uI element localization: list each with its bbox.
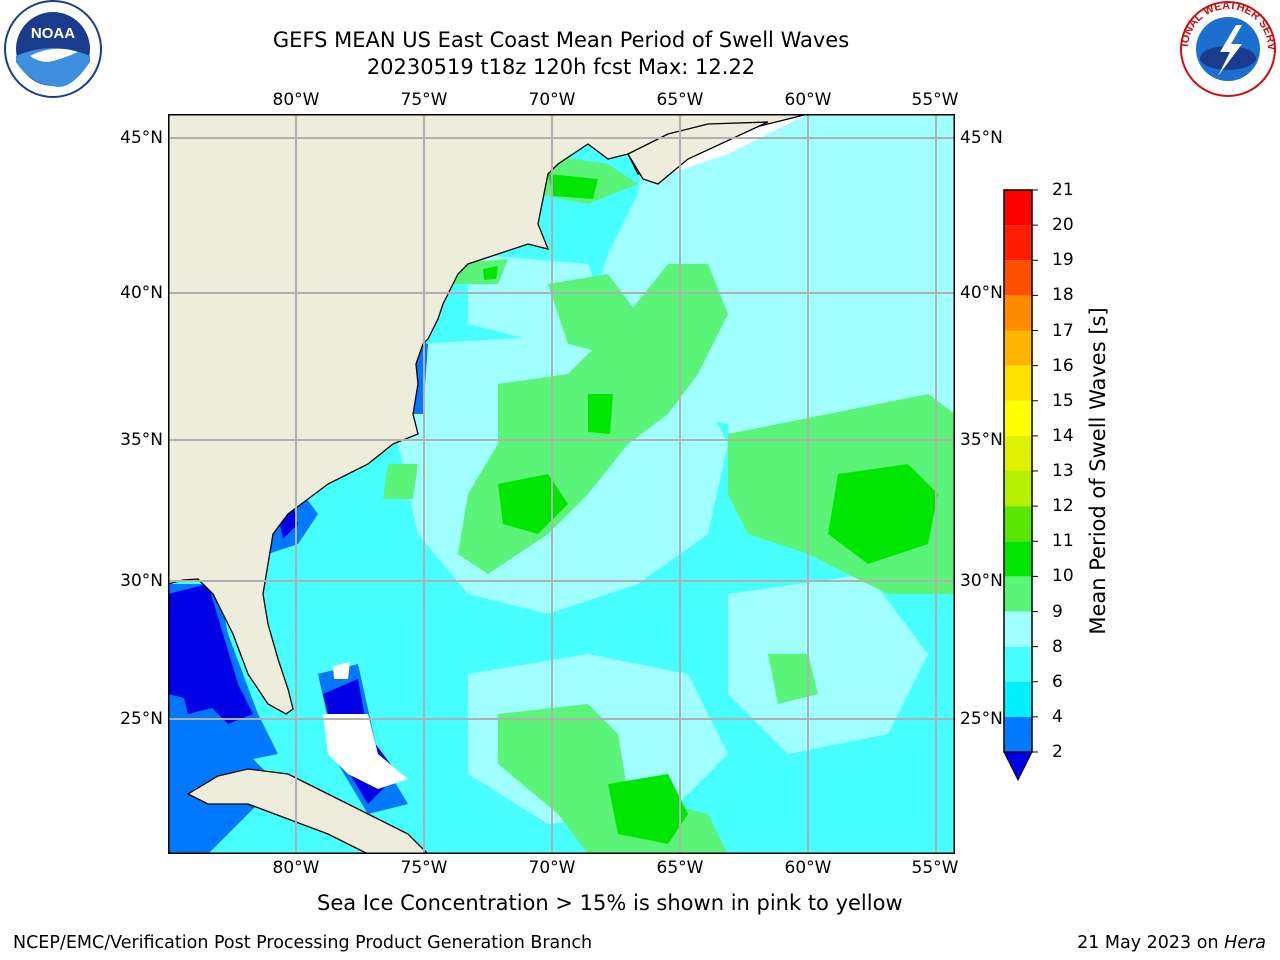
- lon-label-top: 60°W: [784, 90, 832, 110]
- footer-date-text: 21 May 2023 on: [1077, 933, 1219, 953]
- lat-label-left: 30°N: [120, 571, 163, 591]
- nws-logo: NATIONAL WEATHER SERVICE: [1176, 0, 1277, 97]
- footer-date: 21 May 2023 on Hera: [1077, 933, 1266, 953]
- colorbar-segment: [1004, 330, 1032, 366]
- lon-label-bottom: 55°W: [911, 858, 959, 878]
- lat-label-right: 35°N: [960, 430, 1003, 450]
- lon-label-top: 70°W: [528, 90, 576, 110]
- colorbar-segment: [1004, 225, 1032, 261]
- colorbar-tick-label: 17: [1052, 320, 1074, 341]
- colorbar-segment: [1004, 541, 1032, 577]
- lon-label-top: 80°W: [272, 90, 320, 110]
- colorbar-tick-label: 20: [1052, 215, 1074, 236]
- period-10-11-field: [483, 174, 938, 844]
- map-panel: [168, 114, 955, 854]
- lon-label-bottom: 60°W: [784, 858, 832, 878]
- colorbar-segment: [1004, 190, 1032, 226]
- colorbar-tick-label: 2: [1052, 742, 1063, 762]
- colorbar-segment: [1004, 646, 1032, 682]
- colorbar-segment: [1004, 471, 1032, 507]
- north-america-land: [168, 114, 809, 715]
- colorbar-tick-label: 13: [1052, 461, 1074, 481]
- colorbar-tick-label: 11: [1052, 531, 1074, 552]
- colorbar-segment: [1004, 400, 1032, 436]
- lon-label-top: 75°W: [400, 90, 448, 110]
- colorbar-segment: [1004, 295, 1032, 331]
- noaa-logo: NOAA: [4, 0, 102, 98]
- colorbar-tick-label: 9: [1052, 601, 1063, 622]
- lat-label-right: 30°N: [960, 571, 1003, 591]
- colorbar-segment: [1004, 716, 1032, 752]
- colorbar-tick-label: 8: [1052, 636, 1063, 657]
- cuba-land: [186, 768, 429, 854]
- lat-label-left: 25°N: [120, 709, 163, 729]
- colorbar-tick-label: 15: [1052, 390, 1074, 411]
- lat-label-left: 35°N: [120, 430, 163, 450]
- colorbar-tick-label: 14: [1052, 425, 1074, 446]
- colorbar-segment: [1004, 506, 1032, 542]
- lon-label-bottom: 65°W: [656, 858, 704, 878]
- graticule: [168, 114, 955, 854]
- colorbar-segment: [1004, 365, 1032, 401]
- colorbar-segment: [1004, 681, 1032, 717]
- lat-label-left: 45°N: [120, 128, 163, 148]
- colorbar-tick-label: 16: [1052, 355, 1074, 376]
- lon-label-bottom: 80°W: [272, 858, 320, 878]
- colorbar-label: Mean Period of Swell Waves [s]: [1086, 307, 1110, 635]
- colorbar-tick-label: 4: [1052, 706, 1063, 727]
- colorbar-segment: [1004, 260, 1032, 296]
- colorbar-extend-min: [1003, 751, 1033, 782]
- colorbar-tick-label: 10: [1052, 566, 1074, 587]
- lon-label-bottom: 70°W: [528, 858, 576, 878]
- colorbar-segment: [1004, 576, 1032, 612]
- colorbar-segment: [1004, 435, 1032, 471]
- lat-label-left: 40°N: [120, 283, 163, 303]
- map-subtitle: 20230519 t18z 120h fcst Max: 12.22: [366, 55, 756, 79]
- lon-label-bottom: 75°W: [400, 858, 448, 878]
- colorbar-tick-label: 21: [1052, 180, 1074, 200]
- lat-label-right: 25°N: [960, 709, 1003, 729]
- lat-label-right: 40°N: [960, 283, 1003, 303]
- colorbar: [1003, 189, 1038, 782]
- colorbar-tick-label: 18: [1052, 285, 1074, 306]
- lon-label-top: 65°W: [656, 90, 704, 110]
- sea-ice-note: Sea Ice Concentration > 15% is shown in …: [317, 891, 903, 915]
- map-title: GEFS MEAN US East Coast Mean Period of S…: [272, 28, 850, 52]
- lon-label-top: 55°W: [911, 90, 959, 110]
- footer-credit: NCEP/EMC/Verification Post Processing Pr…: [13, 933, 593, 953]
- colorbar-segment: [1004, 611, 1032, 647]
- noaa-logo-text: NOAA: [31, 25, 75, 42]
- colorbar-tick-label: 6: [1052, 671, 1063, 692]
- colorbar-tick-label: 12: [1052, 496, 1074, 517]
- footer-machine: Hera: [1224, 933, 1266, 953]
- lat-label-right: 45°N: [960, 128, 1003, 148]
- colorbar-tick-label: 19: [1052, 250, 1074, 271]
